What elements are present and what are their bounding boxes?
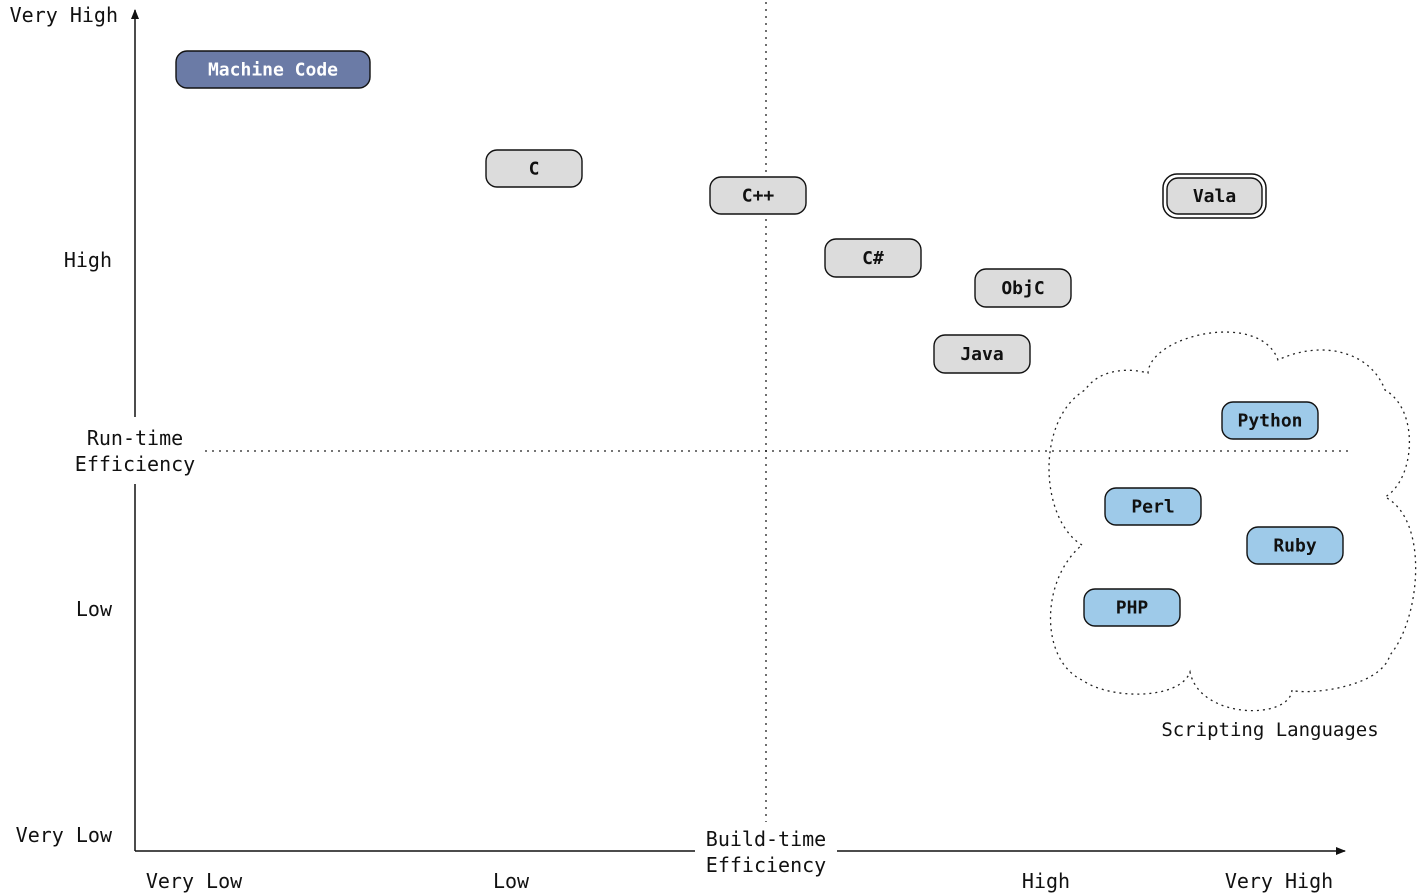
box-shape <box>709 176 807 215</box>
language-boxes: Machine Code C C++ C# ObjC Java Vala Python Perl… <box>175 50 1344 627</box>
language-box-ruby: Ruby <box>1246 526 1344 565</box>
outer-border <box>1162 173 1267 219</box>
language-box-csharp: C# <box>824 238 922 278</box>
box-label: C# <box>862 248 884 269</box>
language-box-cpp: C++ <box>709 176 807 215</box>
scripting-languages-cloud <box>1048 331 1417 712</box>
box-shape <box>1166 177 1263 215</box>
box-shape <box>175 50 371 89</box>
box-shape <box>974 268 1072 308</box>
language-box-vala: Vala <box>1162 173 1267 219</box>
language-box-c: C <box>485 149 583 188</box>
x-axis-title-line2: Efficiency <box>706 853 826 877</box>
x-tick-high: High <box>1022 869 1070 893</box>
cloud-label: Scripting Languages <box>1161 719 1378 741</box>
box-label: PHP <box>1116 598 1149 619</box>
box-shape <box>1221 401 1319 440</box>
y-axis-title-line2: Efficiency <box>75 452 195 476</box>
box-label: Python <box>1237 411 1302 432</box>
box-shape <box>1104 487 1202 526</box>
box-label: C <box>529 159 540 180</box>
box-label: Perl <box>1131 497 1174 518</box>
x-tick-low: Low <box>493 869 530 893</box>
box-label: Vala <box>1193 186 1236 207</box>
language-box-objc: ObjC <box>974 268 1072 308</box>
x-tick-very-low: Very Low <box>146 869 243 893</box>
y-tick-high: High <box>64 248 112 272</box>
x-axis-title-line1: Build-time <box>706 827 826 851</box>
box-label: ObjC <box>1001 278 1044 299</box>
x-tick-very-high: Very High <box>1225 869 1333 893</box>
language-box-machine-code: Machine Code <box>175 50 371 89</box>
language-box-java: Java <box>933 334 1031 374</box>
y-tick-very-high: Very High <box>10 3 118 27</box>
y-tick-very-low: Very Low <box>16 823 113 847</box>
box-shape <box>933 334 1031 374</box>
box-label: Ruby <box>1273 536 1317 557</box>
y-axis-title-line1: Run-time <box>87 426 183 450</box>
language-box-perl: Perl <box>1104 487 1202 526</box>
box-shape <box>1246 526 1344 565</box>
box-shape <box>485 149 583 188</box>
language-box-php: PHP <box>1083 588 1181 627</box>
y-tick-low: Low <box>76 597 113 621</box>
box-label: Machine Code <box>208 60 338 81</box>
language-box-python: Python <box>1221 401 1319 440</box>
box-shape <box>824 238 922 278</box>
box-shape <box>1083 588 1181 627</box>
box-label: C++ <box>742 186 775 207</box>
box-label: Java <box>960 344 1003 365</box>
